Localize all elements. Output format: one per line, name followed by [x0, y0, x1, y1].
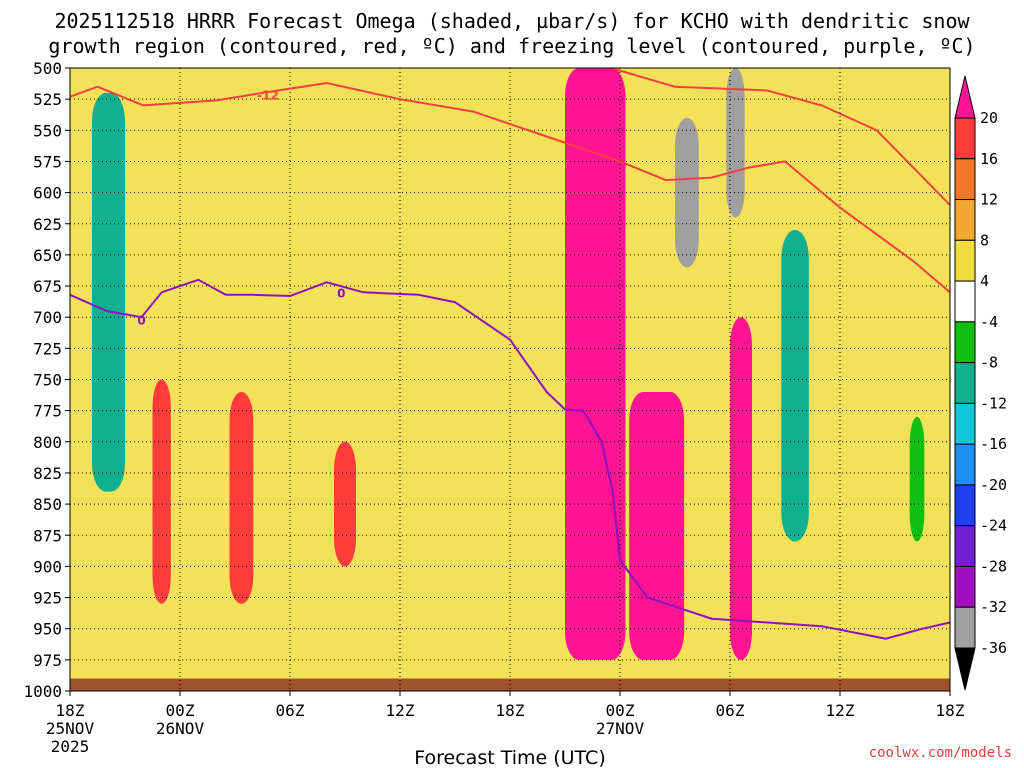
colorbar-label: 16	[980, 150, 998, 168]
x-tick-label: 00Z	[606, 701, 635, 720]
freezing-level-label: 0	[337, 286, 345, 300]
x-axis-label: Forecast Time (UTC)	[414, 747, 605, 768]
omega-region	[726, 68, 745, 218]
omega-region	[629, 391, 685, 660]
colorbar-label: 12	[980, 191, 998, 209]
colorbar-swatch	[954, 525, 976, 567]
y-tick-label: 800	[33, 433, 62, 452]
contour-lines: -12 0 0	[69, 67, 951, 640]
colorbar-label: -16	[980, 435, 1007, 453]
colorbar-label: -24	[980, 517, 1007, 535]
x-tick-label: 06Z	[276, 701, 305, 720]
y-tick-label: 900	[33, 557, 62, 576]
dgz-contour-label: -12	[257, 88, 279, 102]
omega-colorbar: 20 16 12 8 4 -4 -8 -12 -16 -20 -24 -28 -32 -36	[954, 75, 1007, 691]
freezing-level-contour	[69, 278, 951, 640]
y-tick-label: 1000	[23, 682, 62, 701]
colorbar-top-arrow	[954, 75, 976, 119]
plot-gridlines	[69, 67, 951, 692]
omega-region	[334, 441, 356, 567]
omega-region	[909, 416, 925, 542]
omega-region	[152, 379, 171, 604]
y-tick-label: 775	[33, 402, 62, 421]
omega-region	[92, 92, 125, 492]
colorbar-label: 4	[980, 272, 989, 290]
y-tick-label: 650	[33, 246, 62, 265]
colorbar-swatch	[954, 362, 976, 404]
omega-region	[781, 229, 809, 542]
colorbar-label: -32	[980, 598, 1007, 616]
x-tick-label: 18Z	[496, 701, 525, 720]
colorbar-swatch	[954, 321, 976, 364]
x-tick-label: 00Z	[166, 701, 195, 720]
colorbar-label: -28	[980, 557, 1007, 575]
chart-title-line1: 2025112518 HRRR Forecast Omega (shaded, …	[54, 9, 970, 33]
omega-region	[730, 317, 752, 660]
colorbar-label: -8	[980, 354, 998, 372]
y-tick-label: 575	[33, 152, 62, 171]
colorbar-swatch	[954, 280, 976, 323]
x-tick-label: 2025	[51, 737, 90, 756]
colorbar-label: -4	[980, 313, 998, 331]
y-tick-label: 550	[33, 121, 62, 140]
y-tick-label: 950	[33, 620, 62, 639]
colorbar-swatch	[954, 565, 976, 608]
dgz-contour-upper	[69, 81, 951, 294]
x-tick-label: 25NOV	[46, 719, 95, 738]
y-tick-label: 850	[33, 495, 62, 514]
dgz-contour-lower	[610, 67, 951, 206]
x-tick-label: 26NOV	[156, 719, 205, 738]
colorbar-label: 8	[980, 231, 989, 249]
pressure-axis: 500 525 550 575 600 625 650 675 700 725 750 775 800 8…	[23, 59, 70, 701]
colorbar-bottom-arrow	[954, 647, 976, 691]
x-tick-label: 12Z	[826, 701, 855, 720]
chart-title-line2: growth region (contoured, red, ºC) and f…	[48, 34, 975, 58]
colorbar-swatch	[954, 402, 976, 445]
freezing-level-label: 0	[137, 314, 145, 328]
colorbar-swatch	[954, 443, 976, 486]
colorbar-swatch	[954, 158, 976, 201]
y-tick-label: 600	[33, 184, 62, 203]
y-tick-label: 525	[33, 90, 62, 109]
colorbar-swatch	[954, 239, 976, 282]
x-tick-label: 12Z	[386, 701, 415, 720]
y-tick-label: 700	[33, 308, 62, 327]
omega-region	[565, 68, 626, 660]
y-tick-label: 825	[33, 464, 62, 483]
y-tick-label: 675	[33, 277, 62, 296]
y-tick-label: 750	[33, 371, 62, 390]
x-tick-label: 18Z	[936, 701, 965, 720]
omega-region	[229, 391, 254, 604]
x-tick-label: 27NOV	[596, 719, 645, 738]
y-tick-label: 625	[33, 215, 62, 234]
source-credit[interactable]: coolwx.com/models	[869, 745, 1012, 761]
y-tick-label: 725	[33, 339, 62, 358]
colorbar-swatch	[954, 117, 976, 160]
y-tick-label: 500	[33, 59, 62, 78]
colorbar-label: -36	[980, 639, 1007, 657]
colorbar-swatch	[954, 484, 976, 527]
y-tick-label: 975	[33, 651, 62, 670]
x-tick-label: 18Z	[56, 701, 85, 720]
colorbar-label: 20	[980, 109, 998, 127]
y-tick-label: 925	[33, 589, 62, 608]
y-tick-label: 875	[33, 526, 62, 545]
x-tick-label: 06Z	[716, 701, 745, 720]
colorbar-label: -12	[980, 394, 1007, 412]
colorbar-swatch	[954, 606, 976, 649]
colorbar-label: -20	[980, 476, 1007, 494]
colorbar-swatch	[954, 199, 976, 241]
